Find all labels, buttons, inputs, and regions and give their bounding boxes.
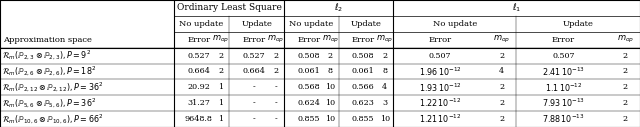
Text: -: - <box>253 115 255 123</box>
Text: 0.507: 0.507 <box>429 52 451 60</box>
Text: 2: 2 <box>623 83 628 91</box>
Text: 0.664: 0.664 <box>243 67 266 75</box>
Text: $1.21\,10^{-12}$: $1.21\,10^{-12}$ <box>419 113 461 125</box>
Text: Update: Update <box>350 20 381 28</box>
Text: 2: 2 <box>623 67 628 75</box>
Text: 2: 2 <box>382 52 387 60</box>
Text: Error: Error <box>428 36 451 44</box>
Text: $\mathcal{R}_m(\mathbb{P}_{2,12}\otimes\mathbb{P}_{2,12}), P=36^2$: $\mathcal{R}_m(\mathbb{P}_{2,12}\otimes\… <box>2 81 103 94</box>
Text: 2: 2 <box>623 115 628 123</box>
Text: -: - <box>253 83 255 91</box>
Text: $\mathcal{R}_m(\mathbb{P}_{10,6}\otimes\mathbb{P}_{10,6}), P=66^2$: $\mathcal{R}_m(\mathbb{P}_{10,6}\otimes\… <box>2 112 103 126</box>
Text: 0.568: 0.568 <box>298 83 320 91</box>
Text: Ordinary Least Square: Ordinary Least Square <box>177 3 282 12</box>
Text: 0.061: 0.061 <box>351 67 374 75</box>
Text: 20.92: 20.92 <box>188 83 211 91</box>
Text: 10: 10 <box>325 83 335 91</box>
Text: -: - <box>275 83 277 91</box>
Text: 2: 2 <box>328 52 333 60</box>
Text: 0.623: 0.623 <box>351 99 374 107</box>
Text: 2: 2 <box>623 52 628 60</box>
Text: $1.96\,10^{-12}$: $1.96\,10^{-12}$ <box>419 65 461 78</box>
Text: 2: 2 <box>218 67 223 75</box>
Text: 0.624: 0.624 <box>297 99 320 107</box>
Text: 2: 2 <box>499 99 504 107</box>
Text: $m_{op}$: $m_{op}$ <box>268 34 285 45</box>
Text: $m_{op}$: $m_{op}$ <box>212 34 230 45</box>
Text: $\mathcal{R}_m(\mathbb{P}_{5,6}\otimes\mathbb{P}_{5,6}), P=36^2$: $\mathcal{R}_m(\mathbb{P}_{5,6}\otimes\m… <box>2 96 96 110</box>
Text: $m_{op}$: $m_{op}$ <box>616 34 634 45</box>
Text: 2: 2 <box>499 52 504 60</box>
Text: 4: 4 <box>499 67 504 75</box>
Text: Approximation space: Approximation space <box>3 36 92 44</box>
Text: 1: 1 <box>218 83 223 91</box>
Text: 2: 2 <box>499 83 504 91</box>
Text: 4: 4 <box>382 83 387 91</box>
Text: $m_{op}$: $m_{op}$ <box>376 34 394 45</box>
Text: Update: Update <box>241 20 272 28</box>
Text: 2: 2 <box>273 67 278 75</box>
Text: 0.061: 0.061 <box>297 67 320 75</box>
Text: -: - <box>253 99 255 107</box>
Text: Error: Error <box>351 36 374 44</box>
Text: 2: 2 <box>273 52 278 60</box>
Text: $\ell_2$: $\ell_2$ <box>334 2 343 14</box>
Text: 0.855: 0.855 <box>352 115 374 123</box>
Text: $2.41\,10^{-13}$: $2.41\,10^{-13}$ <box>542 65 585 78</box>
Text: $1.1\,10^{-12}$: $1.1\,10^{-12}$ <box>545 81 582 93</box>
Text: No update: No update <box>289 20 333 28</box>
Text: 2: 2 <box>623 99 628 107</box>
Text: $1.22\,10^{-12}$: $1.22\,10^{-12}$ <box>419 97 461 109</box>
Text: 0.508: 0.508 <box>352 52 374 60</box>
Text: $1.93\,10^{-12}$: $1.93\,10^{-12}$ <box>419 81 461 93</box>
Text: No update: No update <box>433 20 477 28</box>
Text: 9648.8: 9648.8 <box>185 115 212 123</box>
Text: 0.855: 0.855 <box>298 115 320 123</box>
Text: $\mathcal{R}_m(\mathbb{P}_{2,6}\otimes\mathbb{P}_{2,6}), P=18^2$: $\mathcal{R}_m(\mathbb{P}_{2,6}\otimes\m… <box>2 65 96 78</box>
Text: 0.508: 0.508 <box>298 52 320 60</box>
Text: $m_{op}$: $m_{op}$ <box>493 34 510 45</box>
Text: 1: 1 <box>218 115 223 123</box>
Text: 31.27: 31.27 <box>188 99 211 107</box>
Text: 10: 10 <box>325 99 335 107</box>
Text: 10: 10 <box>325 115 335 123</box>
Text: Error: Error <box>297 36 320 44</box>
Text: 0.507: 0.507 <box>552 52 575 60</box>
Text: $\ell_1$: $\ell_1$ <box>512 2 521 14</box>
Text: Update: Update <box>563 20 594 28</box>
Text: 0.664: 0.664 <box>188 67 211 75</box>
Text: No update: No update <box>179 20 224 28</box>
Text: 2: 2 <box>499 115 504 123</box>
Text: 0.527: 0.527 <box>188 52 210 60</box>
Text: $\mathcal{R}_m(\mathbb{P}_{2,3}\otimes\mathbb{P}_{2,3}), P=9^2$: $\mathcal{R}_m(\mathbb{P}_{2,3}\otimes\m… <box>2 49 91 62</box>
Text: Error: Error <box>552 36 575 44</box>
Text: 8: 8 <box>382 67 387 75</box>
Text: 0.566: 0.566 <box>351 83 374 91</box>
Text: 0.527: 0.527 <box>243 52 265 60</box>
Text: 3: 3 <box>382 99 387 107</box>
Text: $7.88\,10^{-13}$: $7.88\,10^{-13}$ <box>542 113 585 125</box>
Text: $7.93\,10^{-13}$: $7.93\,10^{-13}$ <box>542 97 585 109</box>
Text: 2: 2 <box>218 52 223 60</box>
Text: Error: Error <box>243 36 266 44</box>
Text: -: - <box>275 115 277 123</box>
Text: Error: Error <box>188 36 211 44</box>
Text: $m_{op}$: $m_{op}$ <box>322 34 339 45</box>
Text: 8: 8 <box>328 67 333 75</box>
Text: -: - <box>275 99 277 107</box>
Text: 1: 1 <box>218 99 223 107</box>
Text: 10: 10 <box>380 115 390 123</box>
